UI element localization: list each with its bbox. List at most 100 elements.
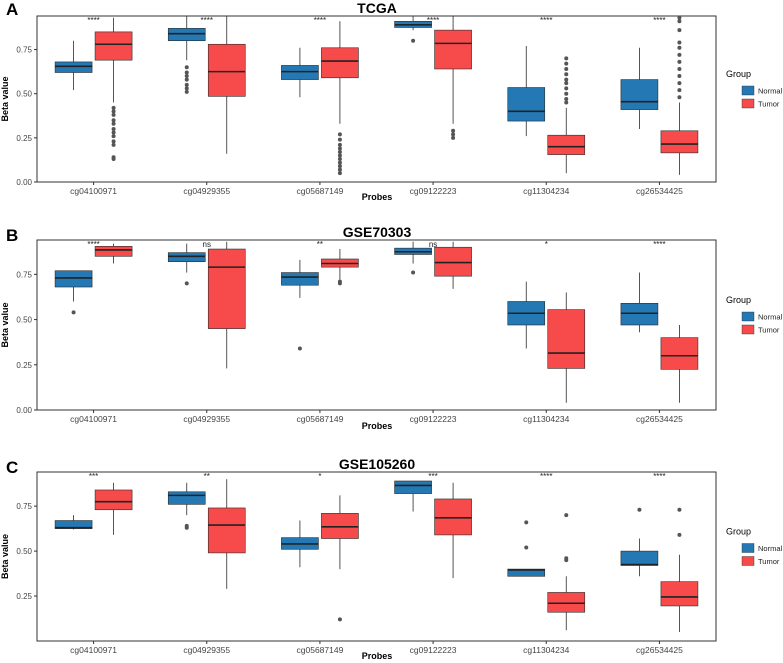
box-body (94, 489, 133, 511)
box-normal (281, 520, 319, 568)
legend-label-normal: Normal (758, 313, 783, 322)
outlier-point (677, 52, 682, 57)
significance-label: **** (540, 16, 552, 25)
legend-title: Group (726, 295, 751, 305)
x-tick-label: cg09122223 (410, 645, 457, 655)
outlier-point (564, 66, 569, 71)
box-body (207, 43, 246, 97)
box-tumor (660, 507, 699, 633)
y-tick-label: 0.75 (16, 270, 32, 279)
outlier-point (337, 617, 342, 622)
legend: Group Normal Tumor (726, 295, 783, 335)
box-normal (620, 47, 659, 130)
outlier-point (184, 89, 189, 94)
panel-a: A TCGA 0.00 0.25 0.50 0.75 Beta value cg0410097… (0, 0, 783, 202)
panel-title: GSE105260 (339, 456, 415, 472)
box-tumor (434, 16, 472, 140)
box-body (547, 592, 586, 613)
box-body (434, 29, 472, 70)
x-tick-label: cg05687149 (297, 414, 344, 424)
box-body (507, 87, 546, 122)
box-body (507, 568, 546, 577)
y-axis-label: Beta value (0, 534, 10, 579)
box-normal (54, 515, 93, 530)
box-tumor (207, 16, 246, 154)
y-tick-label: 0.75 (16, 502, 32, 511)
box-normal (394, 480, 432, 512)
x-tick-label: cg04929355 (183, 414, 230, 424)
y-tick-label: 0.25 (16, 134, 32, 143)
outlier-point (337, 160, 342, 165)
box-tumor (434, 482, 472, 579)
outlier-point (184, 281, 189, 286)
box-normal (507, 520, 546, 577)
outlier-point (677, 59, 682, 64)
x-tick-label: cg11304234 (523, 186, 569, 196)
x-tick-label: cg04929355 (183, 645, 230, 655)
outlier-point (337, 171, 342, 176)
box-body (660, 581, 699, 607)
legend: Group Normal Tumor (726, 69, 783, 109)
box-body (547, 134, 586, 155)
outlier-point (677, 40, 682, 45)
outlier-point (677, 15, 682, 20)
box-tumor (207, 479, 246, 589)
box-tumor (547, 513, 586, 631)
significance-label: * (545, 240, 548, 249)
outlier-point (524, 545, 529, 550)
box-normal (394, 241, 432, 275)
legend-label-normal: Normal (758, 87, 783, 96)
outlier-point (337, 153, 342, 158)
outlier-point (677, 95, 682, 100)
box-body (394, 480, 432, 494)
significance-label: ** (204, 472, 210, 481)
outlier-point (564, 86, 569, 91)
outlier-point (411, 270, 416, 275)
outlier-point (564, 56, 569, 61)
box-normal (507, 46, 546, 137)
outlier-point (677, 45, 682, 50)
outlier-point (564, 61, 569, 66)
outlier-point (337, 164, 342, 169)
box-tumor (434, 241, 472, 289)
y-tick-label: 0.50 (16, 547, 32, 556)
box-tumor (94, 17, 133, 162)
significance-label: *** (428, 472, 437, 481)
outlier-point (337, 142, 342, 147)
x-tick-label: cg05687149 (297, 645, 344, 655)
box-normal (167, 243, 206, 286)
box-body (54, 61, 93, 73)
box-normal (281, 259, 319, 351)
outlier-point (184, 523, 189, 528)
outlier-point (111, 105, 116, 110)
box-body (620, 79, 659, 110)
legend-title: Group (726, 69, 751, 79)
significance-label: **** (87, 240, 99, 249)
legend-swatch-tumor (741, 324, 755, 335)
outlier-point (111, 139, 116, 144)
outlier-point (184, 86, 189, 91)
x-tick-label: cg09122223 (410, 186, 457, 196)
outlier-point (451, 135, 456, 140)
box-tumor (321, 21, 359, 176)
x-axis-label: Probes (362, 192, 393, 202)
outlier-point (677, 507, 682, 512)
outlier-point (184, 74, 189, 79)
box-body (94, 31, 133, 61)
outlier-point (184, 65, 189, 70)
box-tumor (321, 249, 359, 286)
legend-label-tumor: Tumor (758, 326, 780, 335)
significance-label: ** (317, 240, 323, 249)
outlier-point (111, 109, 116, 114)
significance-label: **** (653, 240, 665, 249)
outlier-point (111, 130, 116, 135)
box-tumor (94, 243, 133, 264)
outlier-point (524, 520, 529, 525)
outlier-point (337, 132, 342, 137)
y-tick-label: 0.25 (16, 592, 32, 601)
box-body (620, 302, 659, 326)
outlier-point (564, 513, 569, 518)
outlier-point (564, 91, 569, 96)
significance-label: ns (203, 240, 211, 249)
legend-swatch-normal (741, 543, 755, 553)
